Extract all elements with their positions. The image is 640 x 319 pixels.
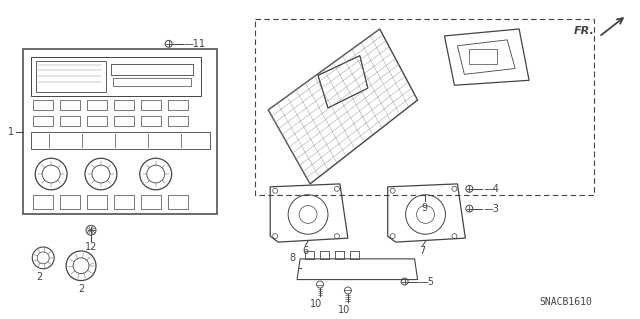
Bar [60, 100, 80, 110]
Bar [141, 100, 161, 110]
Text: 2: 2 [78, 284, 84, 293]
Bar [320, 251, 329, 259]
Bar [111, 63, 193, 75]
Text: FR.: FR. [574, 26, 595, 36]
Text: 10: 10 [310, 299, 322, 309]
Polygon shape [318, 56, 368, 108]
Bar [87, 195, 107, 209]
Bar [33, 195, 53, 209]
Text: —5: —5 [419, 277, 435, 286]
Text: 9: 9 [422, 203, 428, 213]
Bar [87, 116, 107, 126]
Bar [33, 100, 53, 110]
Text: 12: 12 [85, 242, 97, 252]
Text: —11: —11 [184, 39, 205, 49]
Text: 2: 2 [36, 272, 42, 282]
Bar [141, 195, 161, 209]
Bar [168, 195, 188, 209]
Bar [305, 251, 314, 259]
Text: 1: 1 [8, 127, 15, 137]
Bar [87, 100, 107, 110]
Bar [255, 19, 594, 195]
Bar [141, 116, 161, 126]
Bar [114, 195, 134, 209]
Bar [350, 251, 359, 259]
Bar [168, 100, 188, 110]
Text: 6: 6 [302, 246, 308, 256]
Bar [60, 195, 80, 209]
Bar [60, 116, 80, 126]
Text: —4: —4 [483, 184, 499, 194]
Bar [36, 61, 106, 92]
Bar [31, 57, 200, 96]
Text: 7: 7 [419, 246, 426, 256]
Bar [23, 49, 218, 214]
Bar [335, 251, 344, 259]
Bar [114, 116, 134, 126]
Text: 8: 8 [289, 253, 295, 263]
Bar [168, 116, 188, 126]
Bar [114, 100, 134, 110]
Text: —3: —3 [483, 204, 499, 213]
Bar [33, 116, 53, 126]
Text: 10: 10 [338, 305, 350, 315]
Bar [113, 78, 191, 86]
Bar [469, 49, 497, 63]
Text: SNACB1610: SNACB1610 [539, 297, 592, 307]
Bar [31, 132, 211, 149]
